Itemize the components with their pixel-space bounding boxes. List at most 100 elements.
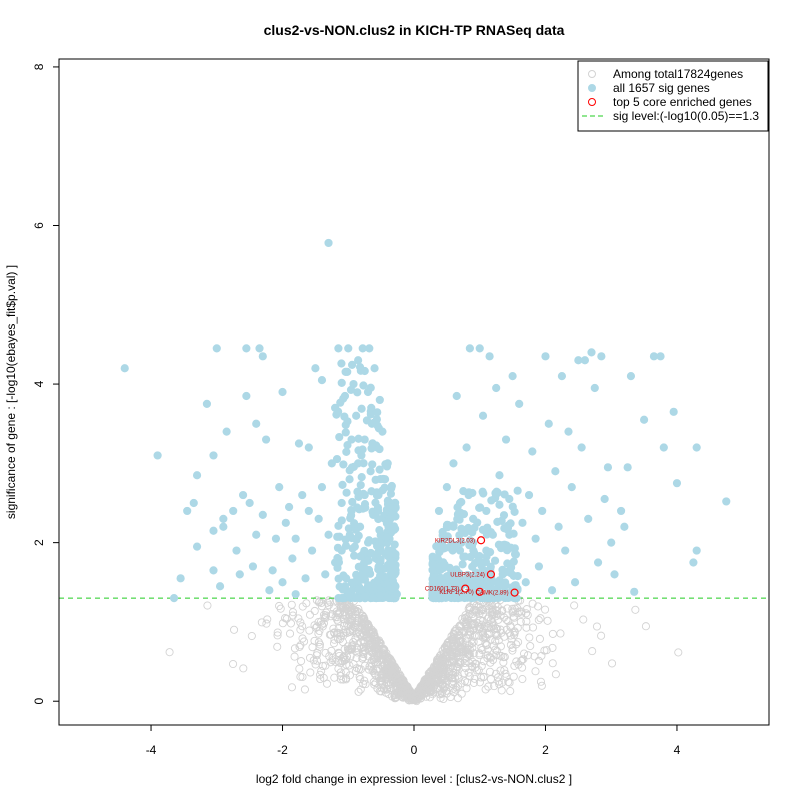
nonsig-point xyxy=(325,652,334,661)
nonsig-point xyxy=(341,674,351,683)
nonsig-point xyxy=(500,632,509,641)
nonsig-point xyxy=(484,601,493,610)
nonsig-point xyxy=(454,631,463,640)
sig-point xyxy=(304,506,313,516)
nonsig-point xyxy=(597,631,606,640)
nonsig-point xyxy=(485,629,494,639)
sig-point xyxy=(219,514,228,523)
sig-point xyxy=(222,427,231,436)
nonsig-point xyxy=(493,602,502,611)
nonsig-point xyxy=(353,645,362,654)
sig-point xyxy=(372,542,382,551)
sig-point xyxy=(258,352,267,361)
nonsig-point xyxy=(455,626,464,635)
sig-point xyxy=(356,552,365,561)
sig-point xyxy=(356,480,365,490)
sig-point xyxy=(340,584,350,593)
nonsig-point xyxy=(488,655,498,665)
nonsig-point xyxy=(492,669,501,678)
sig-point xyxy=(337,378,346,387)
nonsig-point xyxy=(457,689,466,698)
sig-point xyxy=(509,557,518,566)
legend-label-top: top 5 core enriched genes xyxy=(613,95,752,109)
sig-point xyxy=(324,530,333,539)
sig-point xyxy=(347,511,356,520)
nonsig-point xyxy=(434,658,443,667)
top-gene-label: CD160(1.73) xyxy=(425,587,459,593)
sig-point xyxy=(338,480,347,489)
nonsig-point xyxy=(465,659,474,668)
nonsig-point xyxy=(674,648,683,657)
y-axis: 0 2 4 6 8 xyxy=(32,63,59,705)
sig-point xyxy=(722,497,731,506)
sig-point xyxy=(344,344,353,353)
sig-point xyxy=(348,544,357,553)
nonsig-point xyxy=(273,642,282,651)
sig-point xyxy=(360,591,369,601)
nonsig-point xyxy=(360,676,369,685)
nonsig-point xyxy=(295,664,304,673)
top-gene-marker xyxy=(486,570,496,579)
sig-point xyxy=(387,481,396,491)
nonsig-point xyxy=(470,631,479,640)
sig-point xyxy=(630,587,639,596)
sig-point xyxy=(649,352,659,361)
sig-point xyxy=(342,447,351,456)
sig-point xyxy=(362,416,372,425)
sig-point xyxy=(478,411,488,420)
sig-point xyxy=(561,546,570,555)
sig-point xyxy=(486,548,495,557)
nonsig-point xyxy=(504,617,513,626)
nonsig-point xyxy=(548,629,557,638)
sig-point xyxy=(358,445,367,454)
nonsig-point xyxy=(310,636,319,645)
nonsig-point xyxy=(475,606,484,615)
sig-point xyxy=(349,462,358,471)
sig-point xyxy=(370,364,379,373)
nonsig-point xyxy=(332,629,341,638)
sig-point xyxy=(626,372,636,381)
y-tick-label: 8 xyxy=(32,63,46,70)
nonsig-point xyxy=(335,608,344,618)
sig-point xyxy=(375,589,384,599)
sig-point xyxy=(242,344,251,353)
sig-point xyxy=(491,489,500,498)
nonsig-point xyxy=(510,613,519,622)
sig-point xyxy=(232,546,241,555)
sig-point xyxy=(518,518,527,527)
sig-point xyxy=(268,566,277,575)
nonsig-point xyxy=(519,655,528,664)
sig-point xyxy=(448,546,457,555)
nonsig-point xyxy=(523,610,532,620)
nonsig-point xyxy=(435,665,444,675)
legend-label-sig: all 1657 sig genes xyxy=(613,81,710,95)
sig-point xyxy=(327,459,336,468)
sig-point xyxy=(564,427,573,436)
nonsig-point xyxy=(490,682,499,691)
sig-point xyxy=(374,506,383,516)
nonsig-point xyxy=(276,604,285,613)
nonsig-point xyxy=(286,619,295,628)
sig-point xyxy=(470,548,479,557)
nonsig-point xyxy=(394,688,403,697)
sig-point xyxy=(503,525,512,534)
sig-point xyxy=(524,490,534,500)
sig-point xyxy=(458,560,467,569)
nonsig-point xyxy=(534,616,543,625)
nonsig-point xyxy=(371,649,380,658)
x-tick-label: 0 xyxy=(411,743,418,757)
nonsig-point xyxy=(531,667,540,676)
sig-point xyxy=(567,483,576,492)
nonsig-point xyxy=(488,622,498,631)
nonsig-point xyxy=(310,621,319,630)
nonsig-point xyxy=(364,665,373,674)
nonsig-point xyxy=(290,644,300,653)
sig-point xyxy=(120,364,129,373)
sig-point xyxy=(192,542,202,551)
sig-point xyxy=(584,514,593,523)
sig-point xyxy=(547,586,557,595)
plot-frame xyxy=(58,58,770,726)
sig-point xyxy=(169,594,179,603)
nonsig-point xyxy=(300,685,309,694)
sig-point xyxy=(209,566,218,575)
